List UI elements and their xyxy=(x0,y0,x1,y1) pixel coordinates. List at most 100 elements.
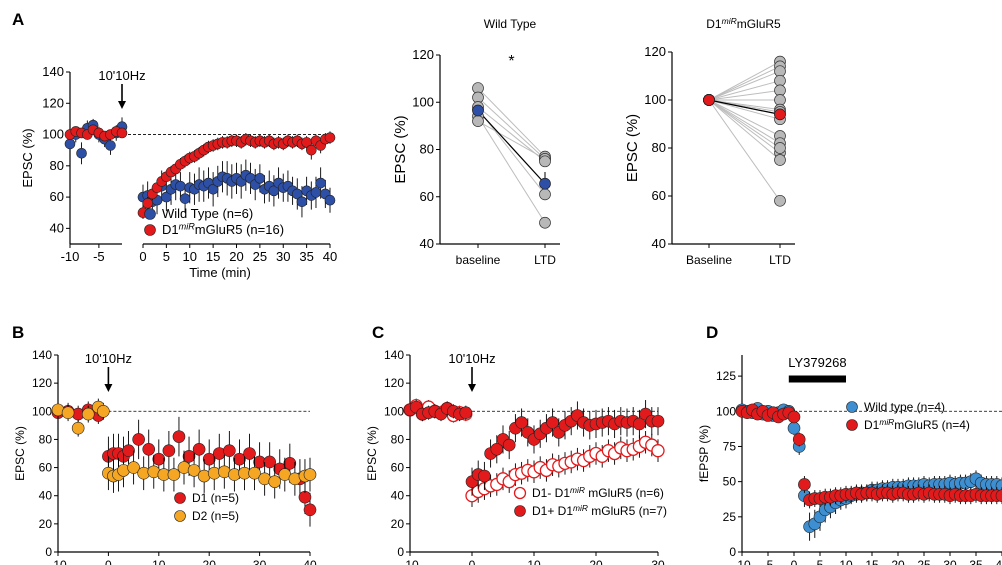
data-point xyxy=(192,442,206,456)
data-point xyxy=(122,444,135,457)
data-point xyxy=(105,140,116,151)
legend-label-main: D1- D1 xyxy=(532,486,570,500)
data-point xyxy=(64,138,76,150)
y-tick-label: 140 xyxy=(32,348,52,362)
data-point xyxy=(116,127,128,139)
y-tick-label: 0 xyxy=(397,545,404,559)
y-tick-label: 80 xyxy=(39,432,53,446)
legend-label: D1miRmGluR5 (n=4) xyxy=(864,417,970,432)
individual-point xyxy=(774,154,786,166)
legend-label-sup: miR xyxy=(179,221,196,231)
data-point xyxy=(792,433,806,446)
annotation-label: 10'10Hz xyxy=(98,68,145,83)
x-tick-label: 10 xyxy=(183,249,197,264)
y-tick-label: 40 xyxy=(652,236,666,251)
stim-arrow-head xyxy=(104,384,113,392)
x-tick-label: 30 xyxy=(651,558,665,565)
x-tick-label: -10 xyxy=(49,558,67,565)
y-tick-label: 25 xyxy=(723,510,737,524)
legend-marker xyxy=(514,505,526,517)
x-tick-label: 35 xyxy=(969,558,983,565)
data-point xyxy=(324,194,336,206)
data-point xyxy=(298,490,312,504)
pair-line xyxy=(708,89,781,101)
y-tick-label: 120 xyxy=(412,47,434,62)
y-tick-label: 120 xyxy=(42,95,64,110)
y-tick-label: 100 xyxy=(384,404,404,418)
y-tick-label: 60 xyxy=(652,188,666,203)
mean-point xyxy=(774,108,786,121)
mean-point xyxy=(703,94,715,106)
annotation-label: 10'10Hz xyxy=(448,351,495,366)
pair-line xyxy=(708,99,781,154)
data-point xyxy=(132,433,145,446)
pair-line xyxy=(708,99,781,202)
pair-line xyxy=(477,97,546,160)
annotation-label: 10'10Hz xyxy=(85,351,132,366)
individual-point xyxy=(539,216,551,229)
y-tick-label: 140 xyxy=(384,348,404,362)
y-axis-label: EPSC (%) xyxy=(20,128,35,187)
pair-line xyxy=(477,87,546,157)
y-tick-label: 50 xyxy=(723,475,737,489)
data-point xyxy=(167,468,181,481)
data-point xyxy=(787,410,801,424)
data-point xyxy=(152,452,166,466)
chart-title-sup: miR xyxy=(722,16,737,26)
data-point xyxy=(162,444,176,457)
x-tick-label: 20 xyxy=(891,558,905,565)
legend-label-rest: mGluR5 (n=4) xyxy=(894,418,970,432)
data-point xyxy=(172,430,186,443)
data-point xyxy=(651,444,665,458)
legend-marker xyxy=(144,208,156,220)
legend-marker xyxy=(144,224,156,236)
significance-star: * xyxy=(508,53,514,70)
y-axis-label: EPSC (%) xyxy=(624,114,641,182)
data-point xyxy=(175,180,186,192)
y-tick-label: 120 xyxy=(32,376,52,390)
data-point xyxy=(633,417,646,431)
x-tick-label: 30 xyxy=(943,558,957,565)
data-point xyxy=(283,457,297,470)
panel-letter-c: C xyxy=(372,323,384,342)
data-point xyxy=(97,404,110,418)
pair-line xyxy=(708,99,781,161)
data-point xyxy=(651,414,665,428)
x-tick-label: 40 xyxy=(303,558,317,565)
x-tick-label: Baseline xyxy=(686,253,732,267)
legend-label-rest: mGluR5 (n=16) xyxy=(195,222,284,237)
data-point xyxy=(324,132,336,143)
y-tick-label: 40 xyxy=(39,489,53,503)
x-tick-label: -10 xyxy=(61,249,80,264)
pair-line xyxy=(708,99,781,120)
data-point xyxy=(182,450,196,463)
data-point xyxy=(268,475,282,488)
x-tick-label: 5 xyxy=(163,249,170,264)
data-point xyxy=(305,144,317,156)
legend-marker xyxy=(846,401,858,413)
data-point xyxy=(315,177,326,189)
data-point xyxy=(202,452,216,466)
data-point xyxy=(490,442,504,456)
chart-a1: 40 60 80 100 120 140 -10 -5 0 5 10 15 20 25 30 35 40 Time… xyxy=(20,64,337,280)
legend-marker xyxy=(174,510,186,522)
pair-line xyxy=(708,70,781,101)
x-tick-label: 0 xyxy=(139,249,146,264)
chart-title: Wild Type xyxy=(484,17,537,31)
x-tick-label: 10 xyxy=(152,558,166,565)
y-tick-label: 100 xyxy=(412,94,434,109)
y-tick-label: 20 xyxy=(39,517,53,531)
x-tick-label: LTD xyxy=(769,253,791,267)
x-tick-label: 15 xyxy=(206,249,220,264)
legend-label: Wild Type (n=6) xyxy=(162,206,253,221)
legend-label: D1 (n=5) xyxy=(192,491,239,505)
x-tick-label: 0 xyxy=(105,558,112,565)
x-tick-label: -5 xyxy=(763,558,774,565)
data-point xyxy=(142,442,156,456)
annotation-label: LY379268 xyxy=(788,355,846,370)
y-tick-label: 80 xyxy=(420,142,434,157)
pair-line xyxy=(477,116,546,224)
x-tick-label: 10 xyxy=(839,558,853,565)
x-tick-label: 25 xyxy=(917,558,931,565)
